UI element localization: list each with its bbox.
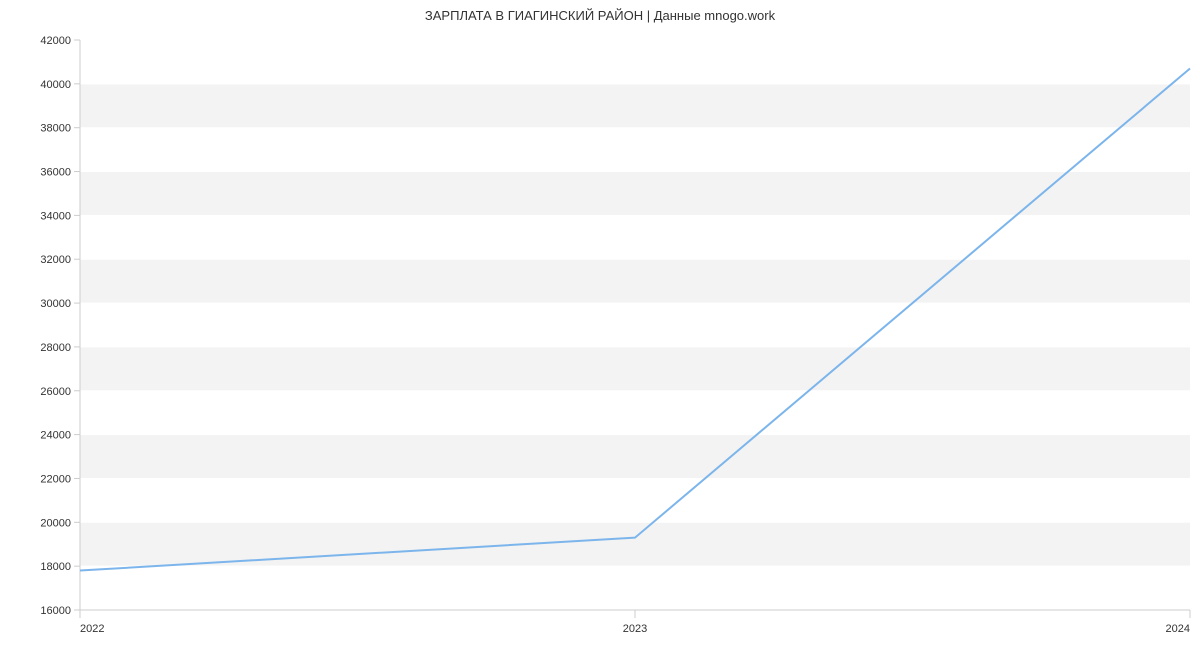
y-tick-label: 28000 xyxy=(40,342,71,354)
plot-band xyxy=(80,259,1190,303)
plot-band xyxy=(80,303,1190,347)
x-tick-label: 2023 xyxy=(623,623,647,635)
chart-svg: 16000 18000 20000 22000 24000 26000 28000 30000… xyxy=(0,0,1200,650)
plot-band xyxy=(80,347,1190,391)
plot-band xyxy=(80,478,1190,522)
y-tick-label: 32000 xyxy=(40,254,71,266)
y-tick-label: 34000 xyxy=(40,210,71,222)
chart-container: ЗАРПЛАТА В ГИАГИНСКИЙ РАЙОН | Данные mno… xyxy=(0,0,1200,650)
plot-band xyxy=(80,84,1190,128)
y-tick-label: 42000 xyxy=(40,35,71,47)
y-tick-label: 38000 xyxy=(40,123,71,135)
y-tick-label: 36000 xyxy=(40,167,71,179)
plot-band xyxy=(80,215,1190,259)
y-tick-label: 26000 xyxy=(40,386,71,398)
y-tick-label: 20000 xyxy=(40,517,71,529)
y-tick-label: 24000 xyxy=(40,430,71,442)
plot-band xyxy=(80,391,1190,435)
plot-band xyxy=(80,128,1190,172)
y-tick-label: 30000 xyxy=(40,298,71,310)
plot-band xyxy=(80,40,1190,84)
y-tick-label: 40000 xyxy=(40,79,71,91)
plot-band xyxy=(80,435,1190,479)
y-tick-label: 16000 xyxy=(40,605,71,617)
plot-band xyxy=(80,566,1190,610)
x-tick-label: 2022 xyxy=(80,623,104,635)
y-tick-label: 18000 xyxy=(40,561,71,573)
plot-band xyxy=(80,522,1190,566)
x-tick-label: 2024 xyxy=(1166,623,1190,635)
y-tick-label: 22000 xyxy=(40,473,71,485)
